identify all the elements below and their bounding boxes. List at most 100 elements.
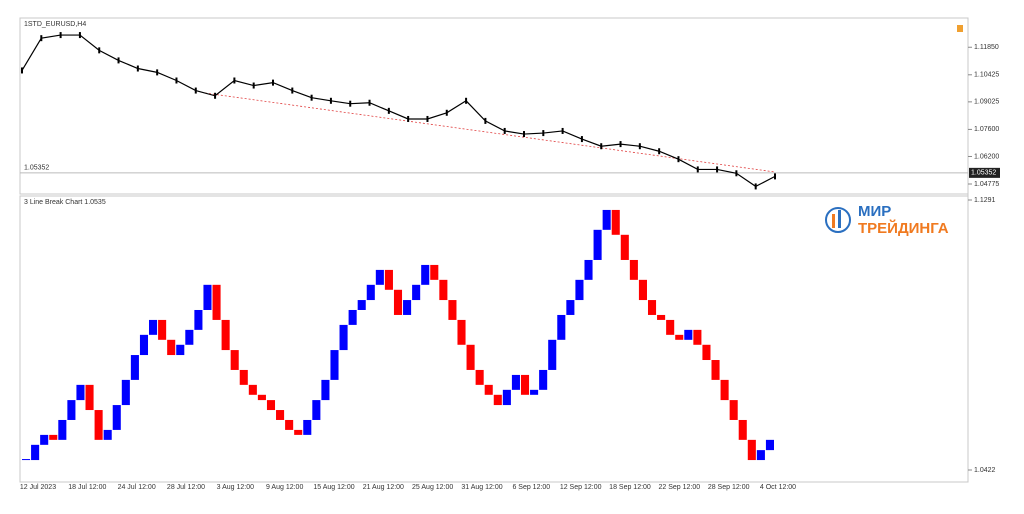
candle bbox=[21, 67, 23, 74]
y-tick-label: 1.07600 bbox=[974, 126, 999, 133]
candle bbox=[272, 79, 274, 86]
brick bbox=[330, 350, 339, 380]
logo-icon-bar bbox=[838, 210, 841, 228]
candle bbox=[214, 92, 217, 99]
candle bbox=[426, 115, 429, 122]
brick bbox=[403, 300, 412, 315]
brick bbox=[693, 329, 702, 345]
brick bbox=[657, 314, 666, 320]
brick bbox=[366, 284, 375, 301]
brick bbox=[412, 284, 421, 301]
x-tick-label: 31 Aug 12:00 bbox=[461, 484, 502, 491]
x-tick-label: 25 Aug 12:00 bbox=[412, 484, 453, 491]
y-tick-label: 1.06200 bbox=[974, 153, 999, 160]
x-tick-label: 12 Jul 2023 bbox=[20, 484, 56, 491]
candle bbox=[98, 47, 101, 54]
current-price-tag: 1.05352 bbox=[971, 170, 996, 177]
y-tick-label: 1.10425 bbox=[974, 72, 999, 79]
candle bbox=[156, 69, 159, 76]
candle bbox=[580, 136, 583, 143]
brick bbox=[584, 259, 593, 280]
candle bbox=[445, 109, 448, 116]
candle bbox=[503, 127, 506, 134]
y-tick-label: 1.1291 bbox=[974, 197, 996, 204]
brick bbox=[765, 439, 774, 451]
candle bbox=[233, 77, 236, 84]
y-tick-label: 1.0422 bbox=[974, 467, 996, 474]
candle bbox=[329, 97, 332, 104]
candle bbox=[407, 115, 410, 122]
candle bbox=[484, 117, 487, 124]
x-tick-label: 3 Aug 12:00 bbox=[217, 484, 254, 491]
brick bbox=[530, 389, 539, 395]
x-tick-label: 6 Sep 12:00 bbox=[512, 484, 550, 491]
brick bbox=[103, 429, 112, 440]
x-tick-label: 18 Jul 12:00 bbox=[68, 484, 106, 491]
candle bbox=[523, 131, 525, 138]
brick bbox=[629, 259, 638, 280]
brick bbox=[384, 269, 393, 290]
candle bbox=[78, 32, 81, 39]
candle bbox=[600, 143, 603, 150]
y-tick-label: 1.04775 bbox=[974, 181, 999, 188]
brick bbox=[756, 450, 765, 461]
x-tick-label: 21 Aug 12:00 bbox=[363, 484, 404, 491]
indicator-title: 3 Line Break Chart 1.0535 bbox=[24, 199, 106, 206]
brick bbox=[294, 429, 303, 435]
price-panel bbox=[19, 17, 969, 195]
brick bbox=[421, 264, 430, 285]
brick bbox=[212, 284, 221, 320]
y-tick-label: 1.11850 bbox=[974, 44, 999, 51]
x-tick-label: 24 Jul 12:00 bbox=[118, 484, 156, 491]
brick bbox=[548, 339, 557, 370]
candle bbox=[291, 87, 294, 94]
brick bbox=[58, 419, 67, 440]
brick bbox=[121, 379, 130, 406]
brick bbox=[239, 369, 248, 385]
brick bbox=[248, 384, 257, 395]
brick bbox=[67, 400, 76, 420]
panel-icon[interactable] bbox=[957, 25, 963, 32]
candle bbox=[465, 97, 468, 104]
brick bbox=[747, 439, 756, 461]
candle bbox=[735, 170, 738, 177]
candle bbox=[349, 100, 352, 107]
candle bbox=[677, 156, 680, 163]
candle bbox=[40, 35, 43, 42]
brick bbox=[85, 384, 94, 411]
brick bbox=[448, 300, 457, 320]
brick bbox=[167, 339, 176, 356]
candle bbox=[117, 57, 120, 64]
candle bbox=[368, 99, 371, 106]
brick bbox=[339, 324, 348, 351]
candle bbox=[638, 143, 641, 150]
brick bbox=[185, 329, 194, 345]
brick bbox=[112, 405, 121, 430]
candle bbox=[774, 173, 776, 180]
brick bbox=[620, 234, 629, 260]
brick bbox=[312, 400, 321, 420]
brick bbox=[539, 369, 548, 390]
brick bbox=[711, 360, 720, 380]
brick bbox=[684, 329, 693, 340]
brick bbox=[666, 319, 675, 335]
brick bbox=[738, 419, 747, 440]
brick bbox=[720, 379, 729, 401]
brick bbox=[466, 344, 475, 370]
candle bbox=[387, 107, 390, 114]
brick bbox=[130, 355, 139, 380]
brick bbox=[430, 264, 439, 280]
candle bbox=[542, 130, 545, 137]
indicator-panel bbox=[19, 195, 969, 483]
x-tick-label: 28 Sep 12:00 bbox=[708, 484, 750, 491]
logo-icon bbox=[825, 207, 851, 233]
brick bbox=[647, 300, 657, 315]
brick bbox=[321, 379, 330, 401]
brick bbox=[76, 384, 85, 401]
candle bbox=[310, 94, 313, 101]
brick bbox=[439, 279, 448, 301]
brick bbox=[493, 394, 502, 406]
brick bbox=[593, 229, 602, 260]
brick bbox=[457, 319, 466, 345]
